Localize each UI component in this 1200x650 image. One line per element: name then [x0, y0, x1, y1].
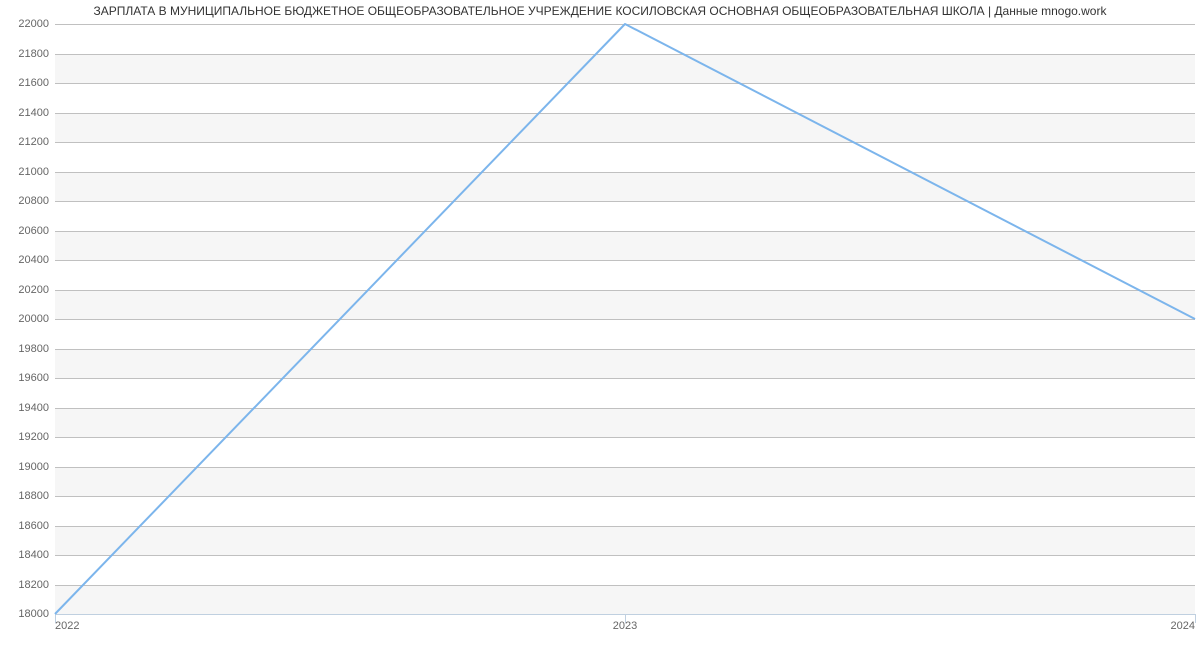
y-tick-label: 20400 [18, 254, 49, 266]
y-tick-label: 19000 [18, 461, 49, 473]
y-tick-label: 21400 [18, 107, 49, 119]
y-tick-label: 20200 [18, 284, 49, 296]
y-tick-label: 21600 [18, 77, 49, 89]
chart-title: ЗАРПЛАТА В МУНИЦИПАЛЬНОЕ БЮДЖЕТНОЕ ОБЩЕО… [0, 4, 1200, 18]
y-tick-label: 18600 [18, 520, 49, 532]
x-tick-label: 2024 [1171, 620, 1195, 632]
y-tick-label: 21200 [18, 136, 49, 148]
x-tick-label: 2022 [55, 620, 79, 632]
x-tick-mark [1195, 614, 1196, 623]
y-tick-label: 19800 [18, 343, 49, 355]
y-tick-label: 20600 [18, 225, 49, 237]
line-series [55, 24, 1195, 614]
y-tick-label: 22000 [18, 18, 49, 30]
y-tick-label: 18200 [18, 579, 49, 591]
y-tick-label: 21000 [18, 166, 49, 178]
y-tick-label: 18400 [18, 549, 49, 561]
y-tick-label: 20000 [18, 313, 49, 325]
y-tick-label: 18000 [18, 608, 49, 620]
y-tick-label: 19400 [18, 402, 49, 414]
y-tick-label: 18800 [18, 490, 49, 502]
plot-area: 1800018200184001860018800190001920019400… [55, 24, 1195, 614]
salary-line-chart: ЗАРПЛАТА В МУНИЦИПАЛЬНОЕ БЮДЖЕТНОЕ ОБЩЕО… [0, 0, 1200, 650]
y-tick-label: 19200 [18, 431, 49, 443]
x-tick-label: 2023 [613, 620, 637, 632]
y-tick-label: 19600 [18, 372, 49, 384]
y-tick-label: 21800 [18, 48, 49, 60]
y-tick-label: 20800 [18, 195, 49, 207]
